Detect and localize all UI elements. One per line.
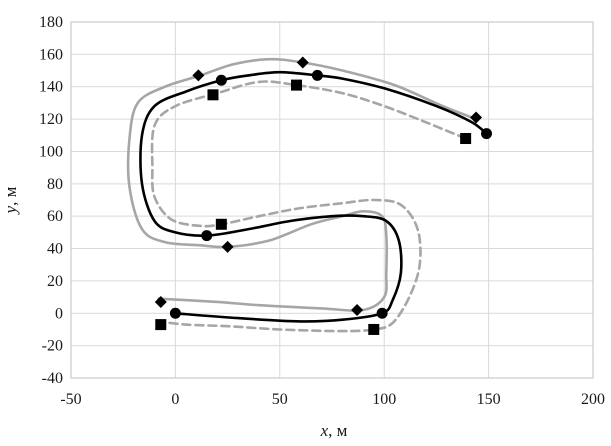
tick-labels: -40 -20 0 20 40 60 80 100 120 140 160 180 -50 0 50 100 1… xyxy=(39,14,605,408)
x-axis-unit: , м xyxy=(328,421,348,440)
square-marker xyxy=(460,133,472,145)
y-axis-var: y xyxy=(1,205,20,215)
x-axis-title: x, м xyxy=(320,421,348,440)
y-tick-label: 100 xyxy=(39,143,63,160)
y-axis-title: y, м xyxy=(1,186,20,215)
circle-marker xyxy=(481,128,493,140)
circle-marker xyxy=(311,69,323,81)
x-tick-label: 0 xyxy=(171,391,179,408)
y-tick-label: 60 xyxy=(47,208,63,225)
x-tick-label: 100 xyxy=(372,391,396,408)
circle-marker xyxy=(215,74,227,86)
diamond-marker xyxy=(296,56,309,69)
diamond-marker xyxy=(192,69,205,82)
diamond-marker xyxy=(470,111,483,124)
x-axis-var: x xyxy=(320,421,329,440)
circle-marker xyxy=(169,307,181,319)
y-tick-label: -20 xyxy=(42,338,63,355)
grid xyxy=(70,21,594,379)
diamond-marker xyxy=(154,295,167,308)
y-tick-label: -40 xyxy=(42,370,63,387)
x-tick-label: 50 xyxy=(272,391,288,408)
x-tick-label: -50 xyxy=(60,391,81,408)
square-marker xyxy=(291,79,303,91)
circle-marker xyxy=(376,307,388,319)
y-tick-label: 40 xyxy=(47,241,63,258)
plot-frame xyxy=(70,21,594,379)
square-marker xyxy=(155,319,167,331)
y-tick-label: 160 xyxy=(39,46,63,63)
series-lines xyxy=(126,57,488,333)
circle-marker xyxy=(201,230,213,242)
x-tick-label: 150 xyxy=(477,391,501,408)
diamond-marker xyxy=(221,240,234,253)
series-line-solid-gray xyxy=(126,57,478,312)
series-line-solid-black xyxy=(139,70,488,323)
square-marker xyxy=(207,89,219,101)
x-tick-label: 200 xyxy=(581,391,605,408)
square-marker xyxy=(368,323,380,335)
y-axis-unit: , м xyxy=(1,186,20,206)
y-tick-label: 120 xyxy=(39,111,63,128)
series-markers xyxy=(154,56,493,335)
y-tick-label: 80 xyxy=(47,176,63,193)
series-line-dashed-gray xyxy=(150,80,467,333)
y-tick-label: 140 xyxy=(39,79,63,96)
y-tick-label: 20 xyxy=(47,273,63,290)
y-tick-label: 180 xyxy=(39,14,63,31)
diamond-marker xyxy=(351,304,364,317)
y-tick-label: 0 xyxy=(55,305,63,322)
square-marker xyxy=(215,218,227,230)
